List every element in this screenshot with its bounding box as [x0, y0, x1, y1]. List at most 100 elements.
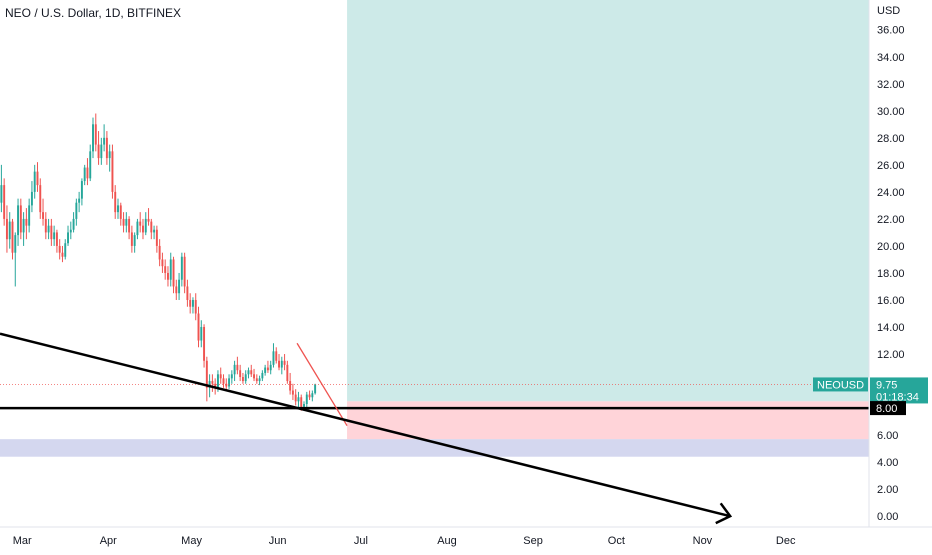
- candle-body: [64, 243, 67, 257]
- candle: [150, 218, 153, 240]
- candle: [0, 164, 3, 213]
- candle-body: [166, 272, 169, 280]
- candle-body: [178, 279, 181, 294]
- candle-body: [222, 378, 225, 384]
- candle-body: [286, 364, 289, 382]
- candle-body: [92, 124, 94, 152]
- candle-body: [103, 137, 106, 145]
- candle-body: [147, 218, 150, 222]
- price-tick-label: 6.00: [877, 430, 898, 442]
- candle: [142, 218, 144, 240]
- candle-body: [283, 360, 286, 365]
- candle: [278, 354, 280, 371]
- candle-body: [211, 381, 214, 384]
- candle-body: [111, 151, 114, 192]
- candle: [5, 205, 8, 253]
- candle: [78, 191, 81, 213]
- candle-body: [117, 205, 119, 213]
- candle-body: [311, 393, 314, 398]
- candle: [283, 354, 286, 371]
- candle: [191, 297, 194, 314]
- candle-body: [19, 205, 22, 233]
- month-tick-label: Apr: [100, 535, 117, 547]
- candle: [86, 158, 89, 186]
- time-axis[interactable]: Mar Apr May Jun Jul Aug Sep Oct Nov Dec: [0, 526, 932, 547]
- candle: [286, 360, 289, 384]
- candle: [8, 212, 11, 249]
- support-label-bg: [870, 401, 906, 416]
- candle: [161, 252, 164, 273]
- candle: [89, 144, 92, 182]
- support-band[interactable]: [0, 439, 869, 457]
- candle-body: [241, 377, 244, 382]
- candle: [72, 212, 75, 233]
- profit-zone[interactable]: [347, 0, 869, 402]
- candle-body: [247, 370, 250, 375]
- candle: [14, 232, 17, 287]
- chart-title: NEO / U.S. Dollar, 1D, BITFINEX: [5, 6, 181, 20]
- candle-body: [8, 221, 11, 240]
- candle: [158, 239, 161, 267]
- candle-body: [250, 370, 253, 375]
- candle-body: [61, 252, 64, 257]
- candle-body: [14, 235, 17, 253]
- candle: [239, 364, 242, 382]
- candle-body: [119, 205, 122, 219]
- candle: [147, 208, 150, 226]
- month-tick-label: Dec: [776, 535, 796, 547]
- candle-body: [186, 286, 189, 300]
- trend-line[interactable]: [0, 332, 731, 518]
- candle: [133, 232, 136, 253]
- candle-body: [255, 378, 258, 382]
- candle: [80, 178, 83, 206]
- candle: [3, 178, 6, 226]
- price-tick-label: 24.00: [877, 187, 905, 199]
- month-tick-label: May: [181, 535, 202, 547]
- candle-body: [236, 364, 239, 371]
- candle: [103, 124, 106, 152]
- candle-body: [303, 404, 305, 407]
- price-tick-label: 36.00: [877, 25, 905, 37]
- candle-body: [128, 218, 131, 233]
- candle: [297, 391, 300, 409]
- candle-body: [291, 390, 294, 395]
- candle-body: [67, 232, 69, 244]
- candle: [50, 218, 53, 246]
- symbol-label: NEOUSD: [817, 379, 864, 391]
- candle: [92, 117, 94, 159]
- candle-body: [125, 218, 128, 226]
- candle-body: [261, 372, 264, 379]
- candle-body: [44, 218, 47, 233]
- month-tick-label: Nov: [693, 535, 713, 547]
- candle-body: [239, 370, 242, 378]
- candle-body: [22, 218, 25, 233]
- candle: [122, 212, 125, 233]
- candle-body: [133, 235, 136, 246]
- candle: [164, 259, 167, 280]
- candle: [253, 368, 256, 382]
- candle: [108, 144, 111, 172]
- downtrend-line[interactable]: [296, 342, 348, 426]
- candle: [203, 324, 206, 368]
- candle: [219, 367, 222, 384]
- candle-body: [214, 383, 217, 388]
- candle-body: [294, 394, 297, 402]
- candle-body: [269, 364, 272, 371]
- candle-body: [89, 151, 92, 179]
- candle: [30, 181, 33, 213]
- candle-body: [197, 313, 200, 341]
- candle: [189, 293, 192, 314]
- candle-body: [42, 212, 45, 219]
- candle-body: [75, 202, 78, 219]
- candle: [11, 218, 14, 260]
- candle-body: [150, 221, 153, 233]
- drawings-layer: [0, 332, 869, 525]
- candle: [264, 364, 267, 376]
- candle-body: [144, 218, 147, 233]
- price-axis[interactable]: USD 0.00 2.00 4.00 6.00 12.00 14.00 16.00 18.00 2…: [813, 0, 928, 527]
- price-tick-label: 34.00: [877, 52, 905, 64]
- candle-body: [175, 286, 178, 294]
- month-tick-label: Jul: [354, 535, 368, 547]
